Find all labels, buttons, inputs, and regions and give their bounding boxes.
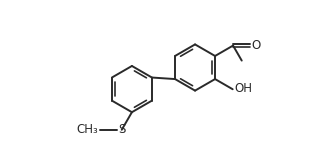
- Text: OH: OH: [234, 82, 252, 95]
- Text: O: O: [251, 39, 261, 52]
- Text: CH₃: CH₃: [76, 123, 98, 136]
- Text: S: S: [118, 123, 126, 136]
